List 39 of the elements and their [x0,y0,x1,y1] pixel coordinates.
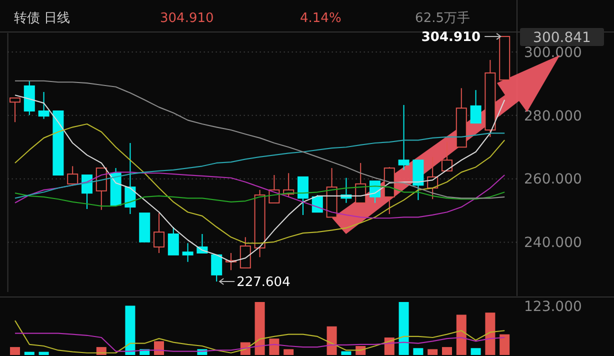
chart-title: 转债 日线 [14,11,70,26]
text: 123.000 [524,298,582,315]
y-tick-label: 280.000 [524,108,582,124]
y-tick-label: 300.000 [524,44,582,61]
bar [269,338,280,355]
bar [398,302,409,355]
bar [500,334,510,355]
bar [38,352,49,355]
bar [470,348,481,355]
bar [341,351,352,355]
y-tick-label: 240.000 [524,235,582,252]
bar [413,348,424,355]
text: 62.5万手 [415,11,470,26]
annotation: 304.910 [421,30,481,46]
text: 300.841 [533,30,591,46]
bar [428,349,438,355]
bar [254,302,265,355]
candlestick [154,212,164,254]
bar [10,347,20,355]
candlestick [398,104,410,170]
line-series [14,80,506,199]
candlestick [124,142,136,215]
text: 4.14% [300,11,342,26]
bar [456,314,466,355]
annotation: 227.604 [236,275,290,290]
y-tick-label: 260.000 [524,172,582,188]
text: 304.910 [160,11,214,26]
bar [442,347,452,355]
bar [485,312,496,355]
line-series [14,132,506,199]
bar [284,349,294,355]
candlestick [254,189,266,258]
line-series [14,123,506,244]
candlestick [182,242,194,262]
bar [24,352,34,355]
bar [125,306,136,355]
candlestick [38,91,50,120]
bar [326,326,337,355]
bar [154,341,164,355]
